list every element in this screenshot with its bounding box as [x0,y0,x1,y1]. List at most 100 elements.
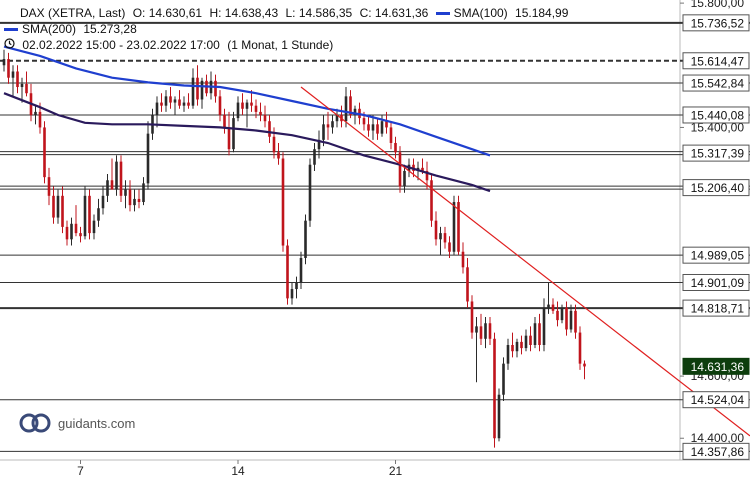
candle-body [398,152,402,187]
candle-body [524,335,528,349]
level-label-box [682,442,750,460]
candle-body [47,177,51,196]
candle-body [304,220,307,258]
candle-body [466,267,469,302]
candle-body [254,105,258,112]
open-value: O: 14.630,61 [132,6,203,20]
candle-body [448,242,451,252]
candle-body [92,220,96,234]
ohlc-header: DAX (XETRA, Last) O: 14.630,61 H: 14.638… [4,6,572,20]
level-label: 14.818,71 [691,302,745,316]
candle-body [223,115,226,128]
candle-body [2,59,6,66]
sma200-name: SMA(200) [22,22,77,36]
level-label: 14.357,86 [691,445,745,459]
candle-body [164,96,168,106]
candle-body [133,198,136,206]
candle-body [457,202,460,252]
candle-body [547,304,550,308]
candle-body [232,118,235,150]
candle-body [439,233,442,240]
candle-body [371,124,375,131]
candle-body [115,161,118,190]
candle-body [70,223,73,240]
candle-body [295,282,298,290]
candle-body [322,124,325,140]
candle-body [520,341,523,349]
candle-body [25,83,28,94]
candle-body [7,59,10,78]
level-label: 14.524,04 [691,393,745,407]
level-label: 15.736,52 [691,16,745,30]
level-label-box [682,106,750,124]
candle-body [34,111,37,115]
candle-body [196,77,199,100]
clock-icon [4,38,18,52]
candle-body [484,323,487,339]
candle-body [344,96,348,122]
low-value: L: 14.586,35 [285,6,353,20]
y-tick-label: 15.400,00 [691,120,745,134]
candle-body [61,195,64,227]
candle-body [124,189,127,196]
period-row: 02.02.2022 15:00 - 23.02.2022 17:00 (1 M… [4,38,337,52]
sma-line [3,92,491,193]
candle-body [425,170,429,181]
period-range: 02.02.2022 15:00 - 23.02.2022 17:00 [22,38,220,52]
candle-body [250,102,253,106]
candle-body [583,363,586,367]
candle-body [493,338,496,439]
candle-body [475,326,478,333]
candle-body [268,121,271,137]
candle-body [533,323,537,345]
candle-body [101,195,105,209]
candle-body [263,115,267,122]
level-label: 15.542,84 [691,77,745,91]
sma200-swatch-icon [4,28,18,32]
candle-body [173,99,177,103]
candle-body [20,83,24,88]
candle-body [443,233,447,243]
candle-body [403,170,406,187]
candle-body [569,310,573,330]
candle-body [286,245,289,299]
candle-body [308,164,312,221]
candle-body [538,323,541,345]
level-label-box [682,273,750,291]
candle-body [349,96,352,115]
candle-body [470,301,474,333]
level-label-box [682,246,750,264]
candle-body [511,345,514,352]
sma100-name: SMA(100) [453,6,508,20]
candle-body [560,307,564,321]
candle-body [515,341,519,352]
level-label: 15.614,47 [691,54,745,68]
candle-body [542,307,546,345]
level-label-box [682,179,750,197]
candle-body [74,223,78,234]
candle-body [380,121,384,134]
candle-body [335,115,339,122]
level-label-box [682,144,750,162]
candle-body [317,139,321,150]
candle-body [506,345,510,364]
candle-body [227,127,231,150]
candle-body [241,102,244,109]
candle-body [65,226,69,240]
candle-body [259,111,262,115]
candle-body [97,208,100,221]
candle-body [479,326,483,339]
level-label-box [682,299,750,317]
candle-body [299,257,303,283]
level-label: 14.989,05 [691,249,745,263]
candle-body [529,335,532,345]
level-label-box [682,74,750,92]
level-label: 15.440,08 [691,108,745,122]
candle-body [155,102,159,115]
candle-body [556,310,559,321]
candle-body [38,111,42,128]
x-tick-label: 21 [389,464,403,478]
x-tick-label: 7 [77,464,84,478]
candle-body [142,183,145,203]
